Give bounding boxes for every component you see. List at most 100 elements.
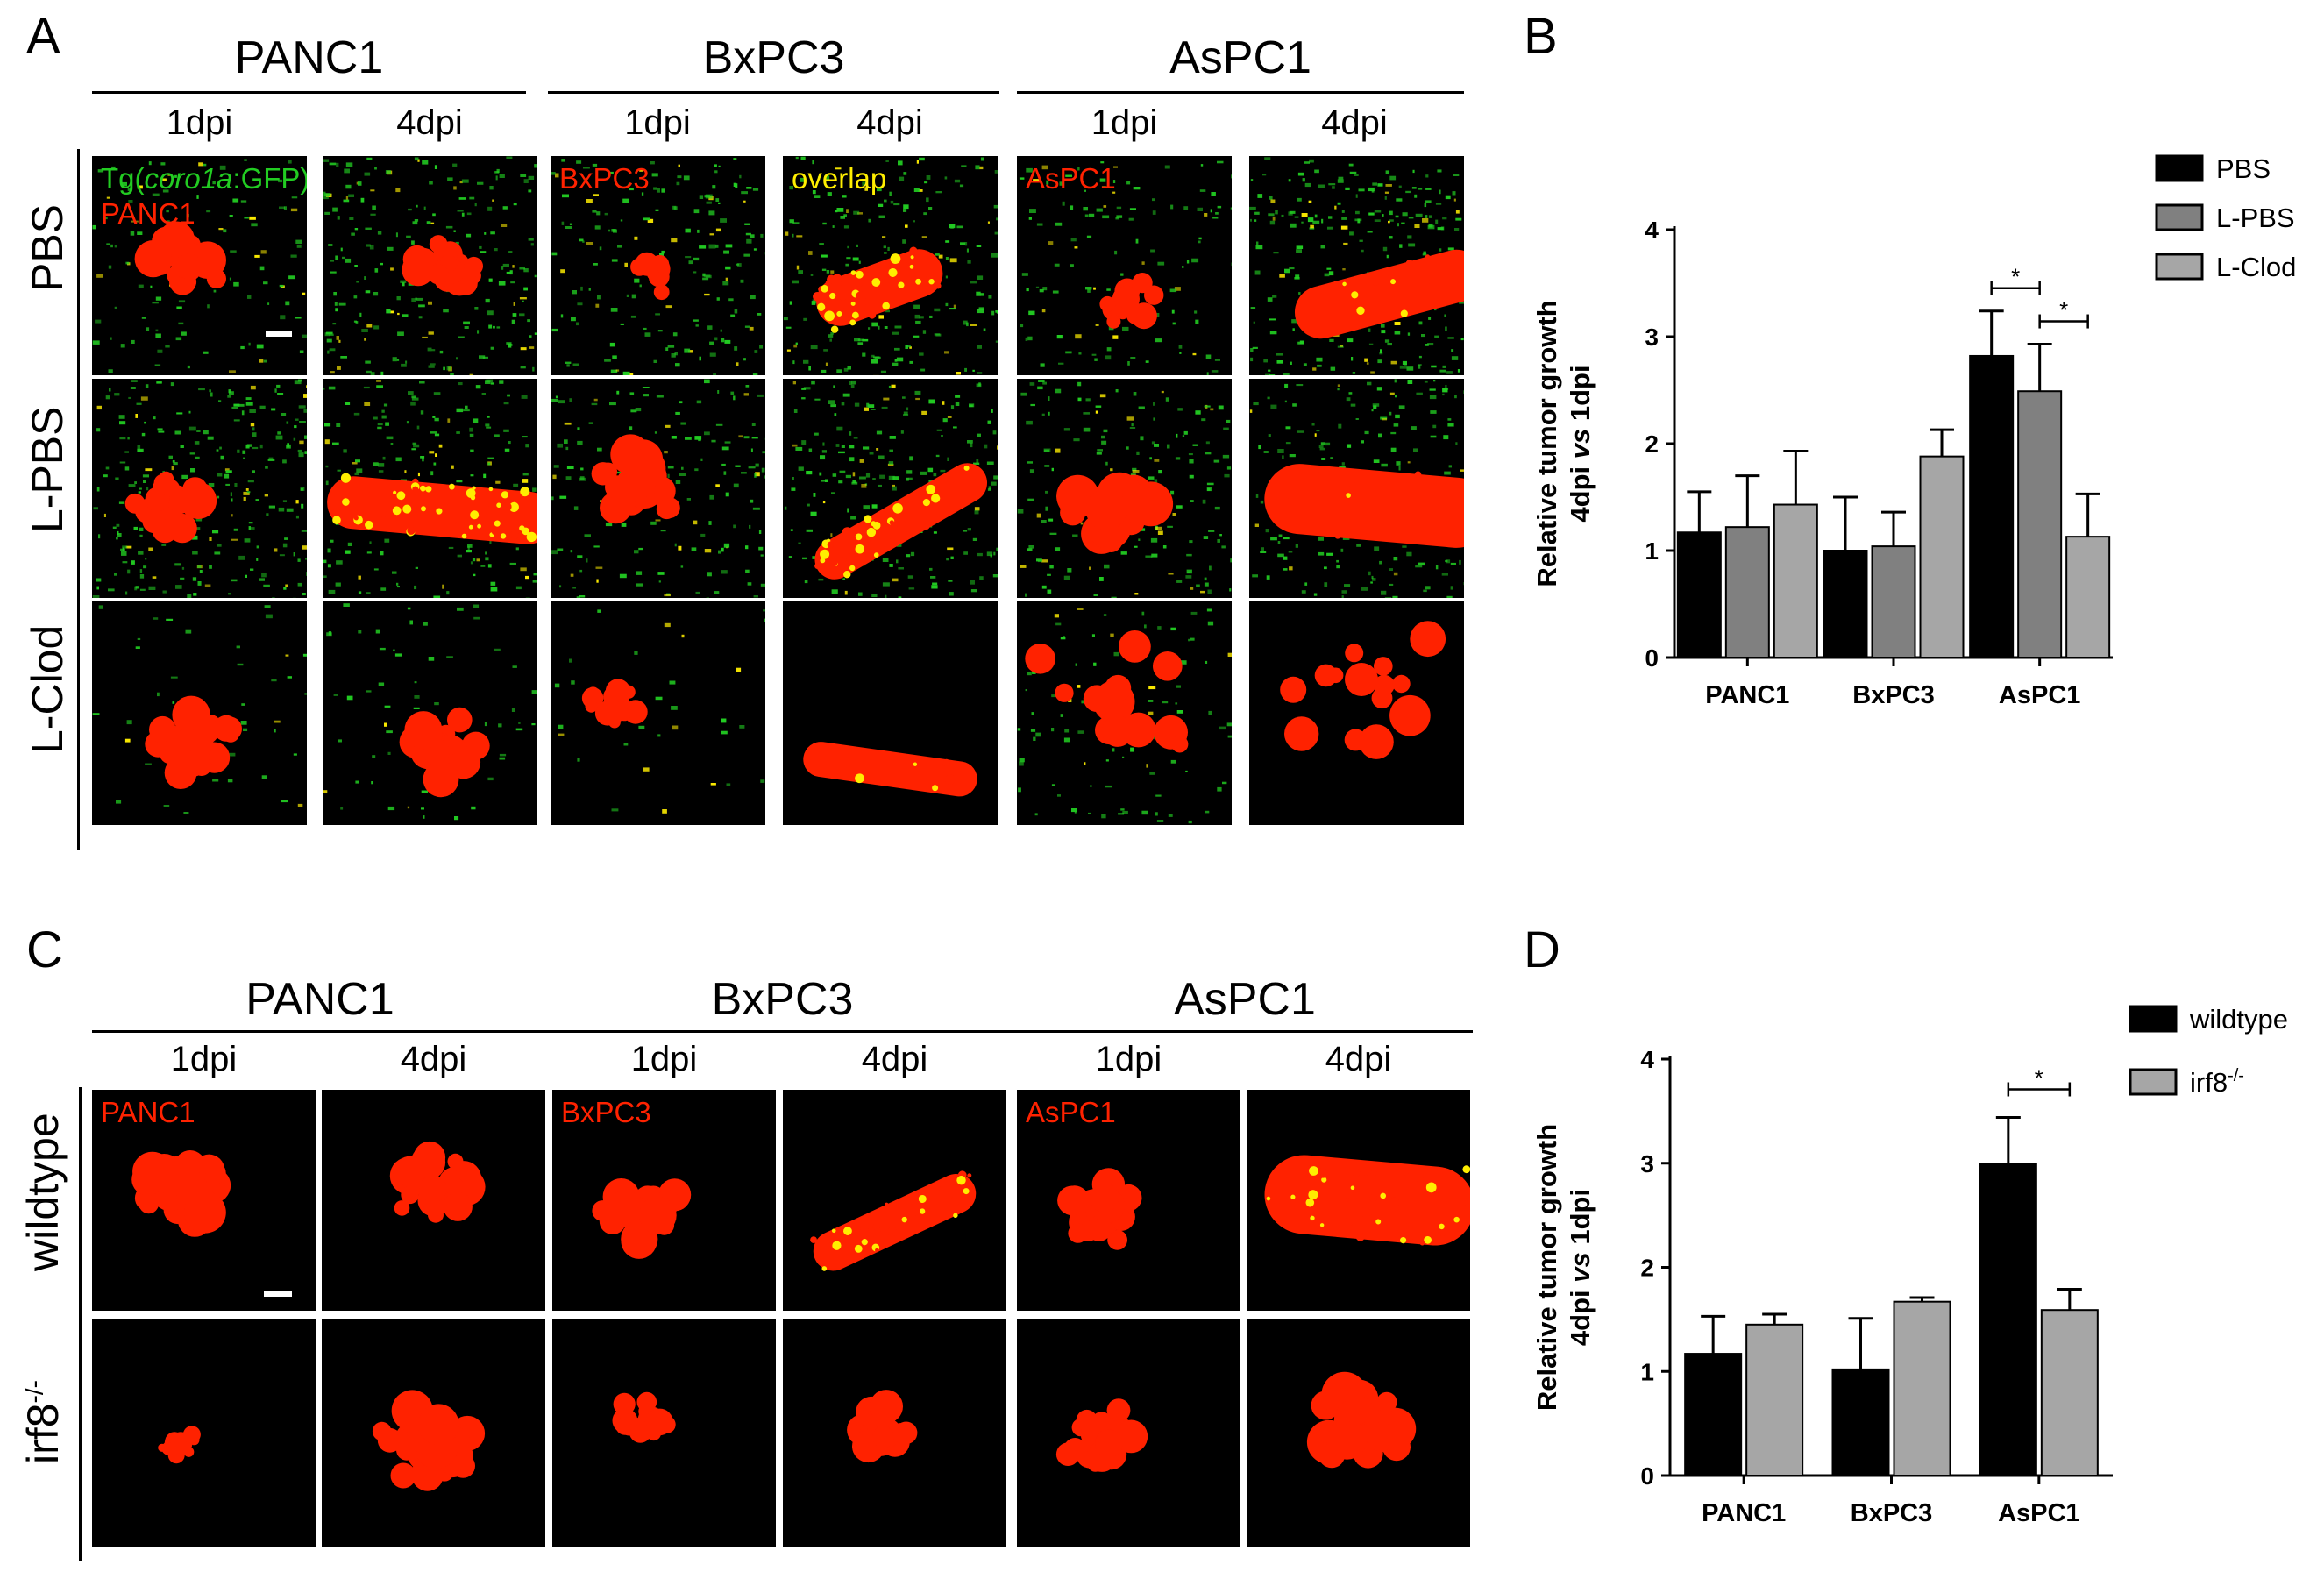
panel-d-bar-chart: 0 1 2 3 4 Relative tumor growth4dpi vs 1dpi PA…: [1532, 1004, 2288, 1527]
tile-label: overlap: [792, 162, 887, 195]
x-tick-label: BxPC3: [1852, 681, 1935, 709]
y-tick-label: 1: [1640, 1358, 1654, 1385]
significance-star: *: [2059, 297, 2068, 324]
panel-a-tp: 4dpi: [856, 103, 923, 142]
panel-c-tile: [1247, 1090, 1470, 1311]
x-tick-label: PANC1: [1705, 681, 1789, 709]
y-tick-label: 4: [1645, 217, 1659, 244]
tile-label: Tg(coro1a:GFP) PANC1: [101, 162, 307, 230]
y-axis-label: Relative tumor growth4dpi vs 1dpi: [1532, 1124, 1596, 1411]
panel-c-tile-image: [1247, 1319, 1470, 1547]
panel-c-tile: [552, 1319, 776, 1547]
panel-a-tile-image: [551, 379, 765, 598]
bar: [1969, 354, 2015, 658]
panel-a-tile-image: [783, 156, 998, 375]
bar: [2065, 536, 2111, 659]
panel-a-tile: [92, 601, 307, 825]
panel-a-tile: [1249, 379, 1464, 598]
panel-c-tile: [322, 1090, 545, 1311]
y-tick-label: 4: [1640, 1046, 1654, 1073]
panel-c-tp: 1dpi: [170, 1040, 238, 1078]
panel-c-letter: C: [26, 921, 63, 978]
panel-a-tile-image: [783, 379, 998, 598]
panel-b-bar-chart: 0 1 2 3 4 Relative tumor growth4dpi vs 1dpi PA…: [1532, 153, 2296, 709]
panel-a-tile: AsPC1: [1017, 156, 1232, 375]
legend-swatch: [2155, 154, 2204, 182]
panel-a-row-rule: [77, 149, 80, 850]
legend-label: L-Clod: [2216, 252, 2296, 282]
panel-c-tile: [322, 1319, 545, 1547]
panel-a-tp: 1dpi: [1091, 103, 1158, 142]
panel-a-group-rule: [1017, 91, 1464, 94]
panel-a-row-lpbs: L-PBS: [23, 406, 72, 533]
panel-c-tile-image: [783, 1319, 1006, 1547]
panel-a-tile: [323, 601, 537, 825]
x-tick-label: AsPC1: [1999, 681, 2081, 709]
x-tick-label: PANC1: [1702, 1499, 1786, 1527]
panel-a-tile: [323, 379, 537, 598]
tile-label: AsPC1: [1026, 162, 1116, 195]
panel-c-group-bxpc3: BxPC3: [711, 974, 854, 1025]
y-tick-label: 1: [1645, 537, 1659, 565]
bar: [1745, 1323, 1804, 1476]
bar: [1871, 545, 1916, 658]
panel-c-tile-image: [92, 1090, 316, 1311]
panel-c-tile: [783, 1090, 1006, 1311]
legend-label: PBS: [2216, 153, 2271, 184]
x-tick-label: BxPC3: [1851, 1499, 1933, 1527]
panel-a-tile-image: [1017, 601, 1232, 825]
panel-a-tp: 4dpi: [1321, 103, 1388, 142]
panel-b-letter: B: [1524, 8, 1558, 65]
panel-a-letter: A: [26, 8, 60, 65]
legend-label: L-PBS: [2216, 203, 2295, 233]
panel-a-tile: [783, 379, 998, 598]
panel-d-letter: D: [1524, 921, 1560, 978]
panel-c-tile-image: [322, 1319, 545, 1547]
panel-a-tile: BxPC3: [551, 156, 765, 375]
legend-swatch: [2155, 203, 2204, 231]
bar: [1919, 455, 1965, 659]
panel-c-tile: PANC1: [92, 1090, 316, 1311]
bar: [1979, 1163, 2037, 1476]
panel-c-tile-image: [783, 1090, 1006, 1311]
panel-a-tile: [551, 379, 765, 598]
panel-a-tile-image: [1249, 379, 1464, 598]
bar: [1823, 550, 1868, 658]
tile-label: BxPC3: [561, 1096, 651, 1128]
bar: [2040, 1309, 2099, 1476]
panel-a-tile-image: [323, 379, 537, 598]
panel-c-tile-image: [1247, 1090, 1470, 1311]
panel-a-group-aspc1: AsPC1: [1169, 32, 1311, 83]
panel-a-tile: Tg(coro1a:GFP) PANC1: [92, 156, 307, 375]
panel-c-row-wildtype: wildtype: [18, 1113, 68, 1271]
panel-c-tile: [1017, 1319, 1240, 1547]
panel-a-group-rule: [92, 91, 526, 94]
panel-a-tile-image: [92, 156, 307, 375]
panel-c-tp: 1dpi: [1095, 1040, 1162, 1078]
y-tick-label: 0: [1645, 644, 1659, 672]
bar: [1893, 1300, 1951, 1476]
panel-a-tile: [1249, 601, 1464, 825]
tile-label: PANC1: [101, 1096, 195, 1128]
panel-c-tile-image: [92, 1319, 316, 1547]
panel-c-tile-image: [552, 1090, 776, 1311]
bar: [1831, 1368, 1890, 1476]
bar: [1773, 503, 1818, 659]
y-tick-label: 3: [1640, 1150, 1654, 1177]
y-tick-label: 2: [1645, 430, 1659, 458]
panel-a-tile-image: [1017, 379, 1232, 598]
panel-a-row-pbs: PBS: [23, 203, 72, 293]
panel-a-tile: [323, 156, 537, 375]
panel-a-tp: 1dpi: [624, 103, 691, 142]
scale-bar: [266, 331, 292, 337]
x-tick-label: AsPC1: [1998, 1499, 2080, 1527]
panel-a-tile-image: [1017, 156, 1232, 375]
panel-a-group-rule: [548, 91, 999, 94]
tile-label: AsPC1: [1026, 1096, 1116, 1128]
panel-a-tile-image: [783, 601, 998, 825]
panel-c-tp: 4dpi: [861, 1040, 928, 1078]
panel-c-row-rule: [79, 1087, 82, 1561]
panel-a-tile-image: [1249, 601, 1464, 825]
panel-c-tile: [92, 1319, 316, 1547]
